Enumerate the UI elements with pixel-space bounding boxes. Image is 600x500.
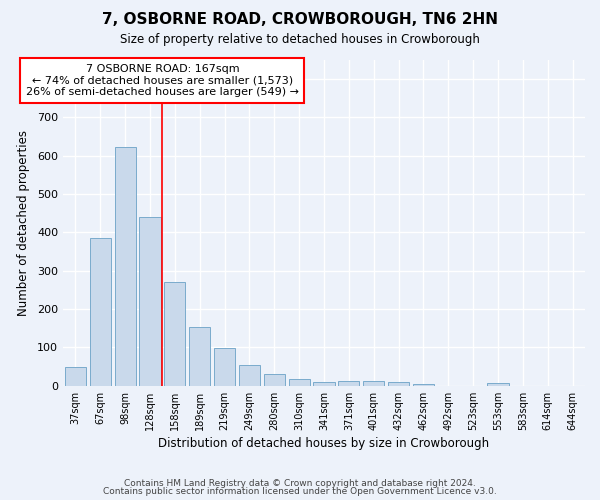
Bar <box>89 238 111 386</box>
Bar <box>388 382 409 386</box>
Bar <box>214 348 235 386</box>
Bar <box>338 381 359 386</box>
Bar <box>189 327 210 386</box>
Bar <box>239 364 260 386</box>
X-axis label: Distribution of detached houses by size in Crowborough: Distribution of detached houses by size … <box>158 437 490 450</box>
Bar <box>115 147 136 386</box>
Bar <box>289 379 310 386</box>
Bar <box>313 382 335 386</box>
Text: Size of property relative to detached houses in Crowborough: Size of property relative to detached ho… <box>120 32 480 46</box>
Bar <box>363 381 384 386</box>
Text: Contains HM Land Registry data © Crown copyright and database right 2024.: Contains HM Land Registry data © Crown c… <box>124 478 476 488</box>
Y-axis label: Number of detached properties: Number of detached properties <box>17 130 30 316</box>
Bar <box>139 217 161 386</box>
Text: Contains public sector information licensed under the Open Government Licence v3: Contains public sector information licen… <box>103 487 497 496</box>
Bar <box>164 282 185 386</box>
Bar <box>65 366 86 386</box>
Text: 7 OSBORNE ROAD: 167sqm
← 74% of detached houses are smaller (1,573)
26% of semi-: 7 OSBORNE ROAD: 167sqm ← 74% of detached… <box>26 64 299 97</box>
Bar <box>487 383 509 386</box>
Bar <box>413 384 434 386</box>
Text: 7, OSBORNE ROAD, CROWBOROUGH, TN6 2HN: 7, OSBORNE ROAD, CROWBOROUGH, TN6 2HN <box>102 12 498 28</box>
Bar <box>263 374 285 386</box>
